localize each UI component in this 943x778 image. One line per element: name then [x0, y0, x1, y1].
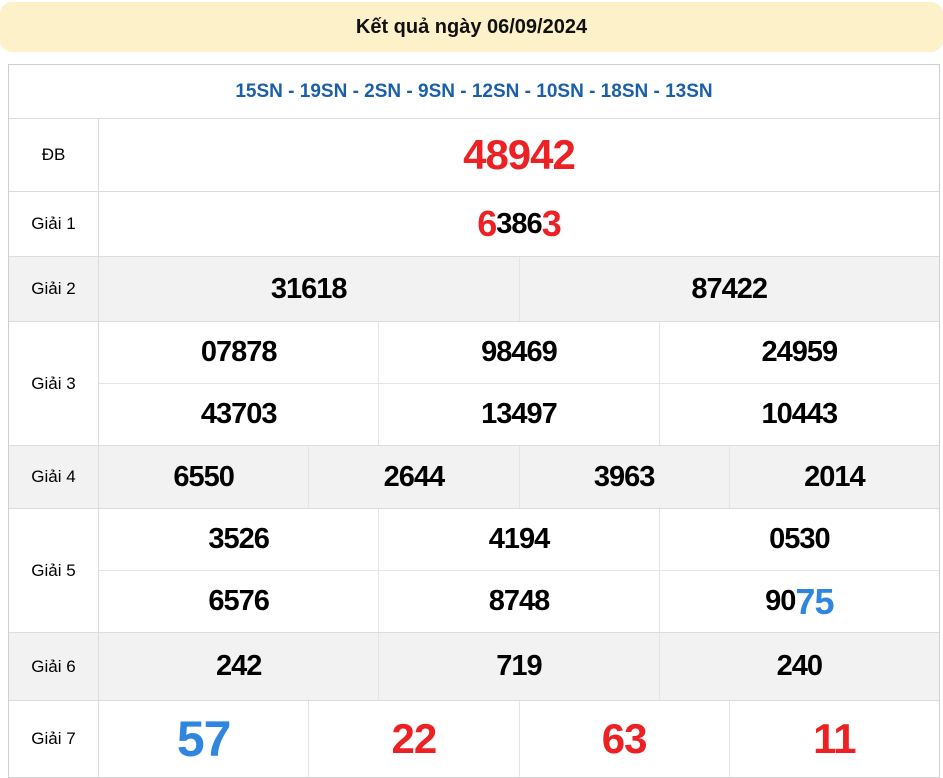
prize-number: 98469: [378, 322, 658, 383]
g1-segment-red-1: 6: [477, 203, 497, 244]
prize-number: 3963: [518, 446, 729, 508]
prize-number: 242: [215, 650, 262, 682]
prize-label-g6: Giải 6: [9, 633, 99, 700]
g1-segment-red-2: 3: [541, 203, 562, 244]
prize-number: 719: [378, 633, 658, 700]
prize-number: 31618: [270, 272, 348, 305]
prize-number-db: 48942: [463, 131, 576, 178]
g1-segment-black: 386: [496, 207, 542, 240]
prize-row-g3: Giải 3 07878 98469 24959 43703 13497 104…: [9, 321, 939, 445]
results-banner: Kết quả ngày 06/09/2024: [0, 2, 943, 52]
prize-label-db: ĐB: [9, 119, 99, 191]
prize-row-db: ĐB 48942: [9, 118, 939, 191]
prize-number: 0530: [658, 509, 939, 570]
prize-label-g3: Giải 3: [9, 322, 99, 445]
station-codes-row: 15SN - 19SN - 2SN - 9SN - 12SN - 10SN - …: [9, 65, 939, 118]
prize-number: 2014: [728, 446, 939, 508]
prize-number: 24959: [658, 322, 939, 383]
prize-number: 22: [308, 701, 518, 777]
prize-row-g1: Giải 1 6 386 3: [9, 191, 939, 256]
prize-label-g4: Giải 4: [9, 446, 99, 508]
station-codes: 15SN - 19SN - 2SN - 9SN - 12SN - 10SN - …: [235, 80, 713, 102]
prize-label-g7: Giải 7: [9, 701, 99, 777]
prize-number: 11: [728, 701, 939, 777]
g5-segment-black: 90: [765, 585, 796, 617]
prize-row-g4: Giải 4 6550 2644 3963 2014: [9, 445, 939, 508]
prize-number: 6550: [173, 460, 235, 493]
prize-number: 4194: [378, 509, 658, 570]
prize-number: 57: [176, 711, 232, 767]
prize-number: 8748: [378, 571, 658, 632]
prize-label-g5: Giải 5: [9, 509, 99, 632]
prize-row-g2: Giải 2 31618 87422: [9, 256, 939, 321]
prize-number: 07878: [200, 336, 278, 368]
prize-number: 2644: [308, 446, 518, 508]
prize-row-g6: Giải 6 242 719 240: [9, 632, 939, 700]
g5-segment-blue: 75: [795, 580, 834, 622]
prize-number: 63: [518, 701, 729, 777]
prize-number: 43703: [200, 398, 278, 430]
prize-row-g7: Giải 7 57 22 63 11: [9, 700, 939, 777]
prize-number: 10443: [658, 384, 939, 445]
prize-label-g2: Giải 2: [9, 257, 99, 321]
results-table: 15SN - 19SN - 2SN - 9SN - 12SN - 10SN - …: [8, 64, 940, 778]
prize-number-g1: 6 386 3: [99, 192, 939, 256]
prize-row-g5: Giải 5 3526 4194 0530 6576 8748 90 75: [9, 508, 939, 632]
prize-number: 13497: [378, 384, 658, 445]
prize-number: 3526: [208, 523, 270, 555]
prize-number: 87422: [518, 257, 940, 321]
page-title: Kết quả ngày 06/09/2024: [355, 15, 588, 38]
prize-number: 240: [658, 633, 939, 700]
prize-label-g1: Giải 1: [9, 192, 99, 256]
prize-number-g5-mixed: 90 75: [658, 571, 939, 632]
prize-number: 6576: [208, 585, 270, 617]
